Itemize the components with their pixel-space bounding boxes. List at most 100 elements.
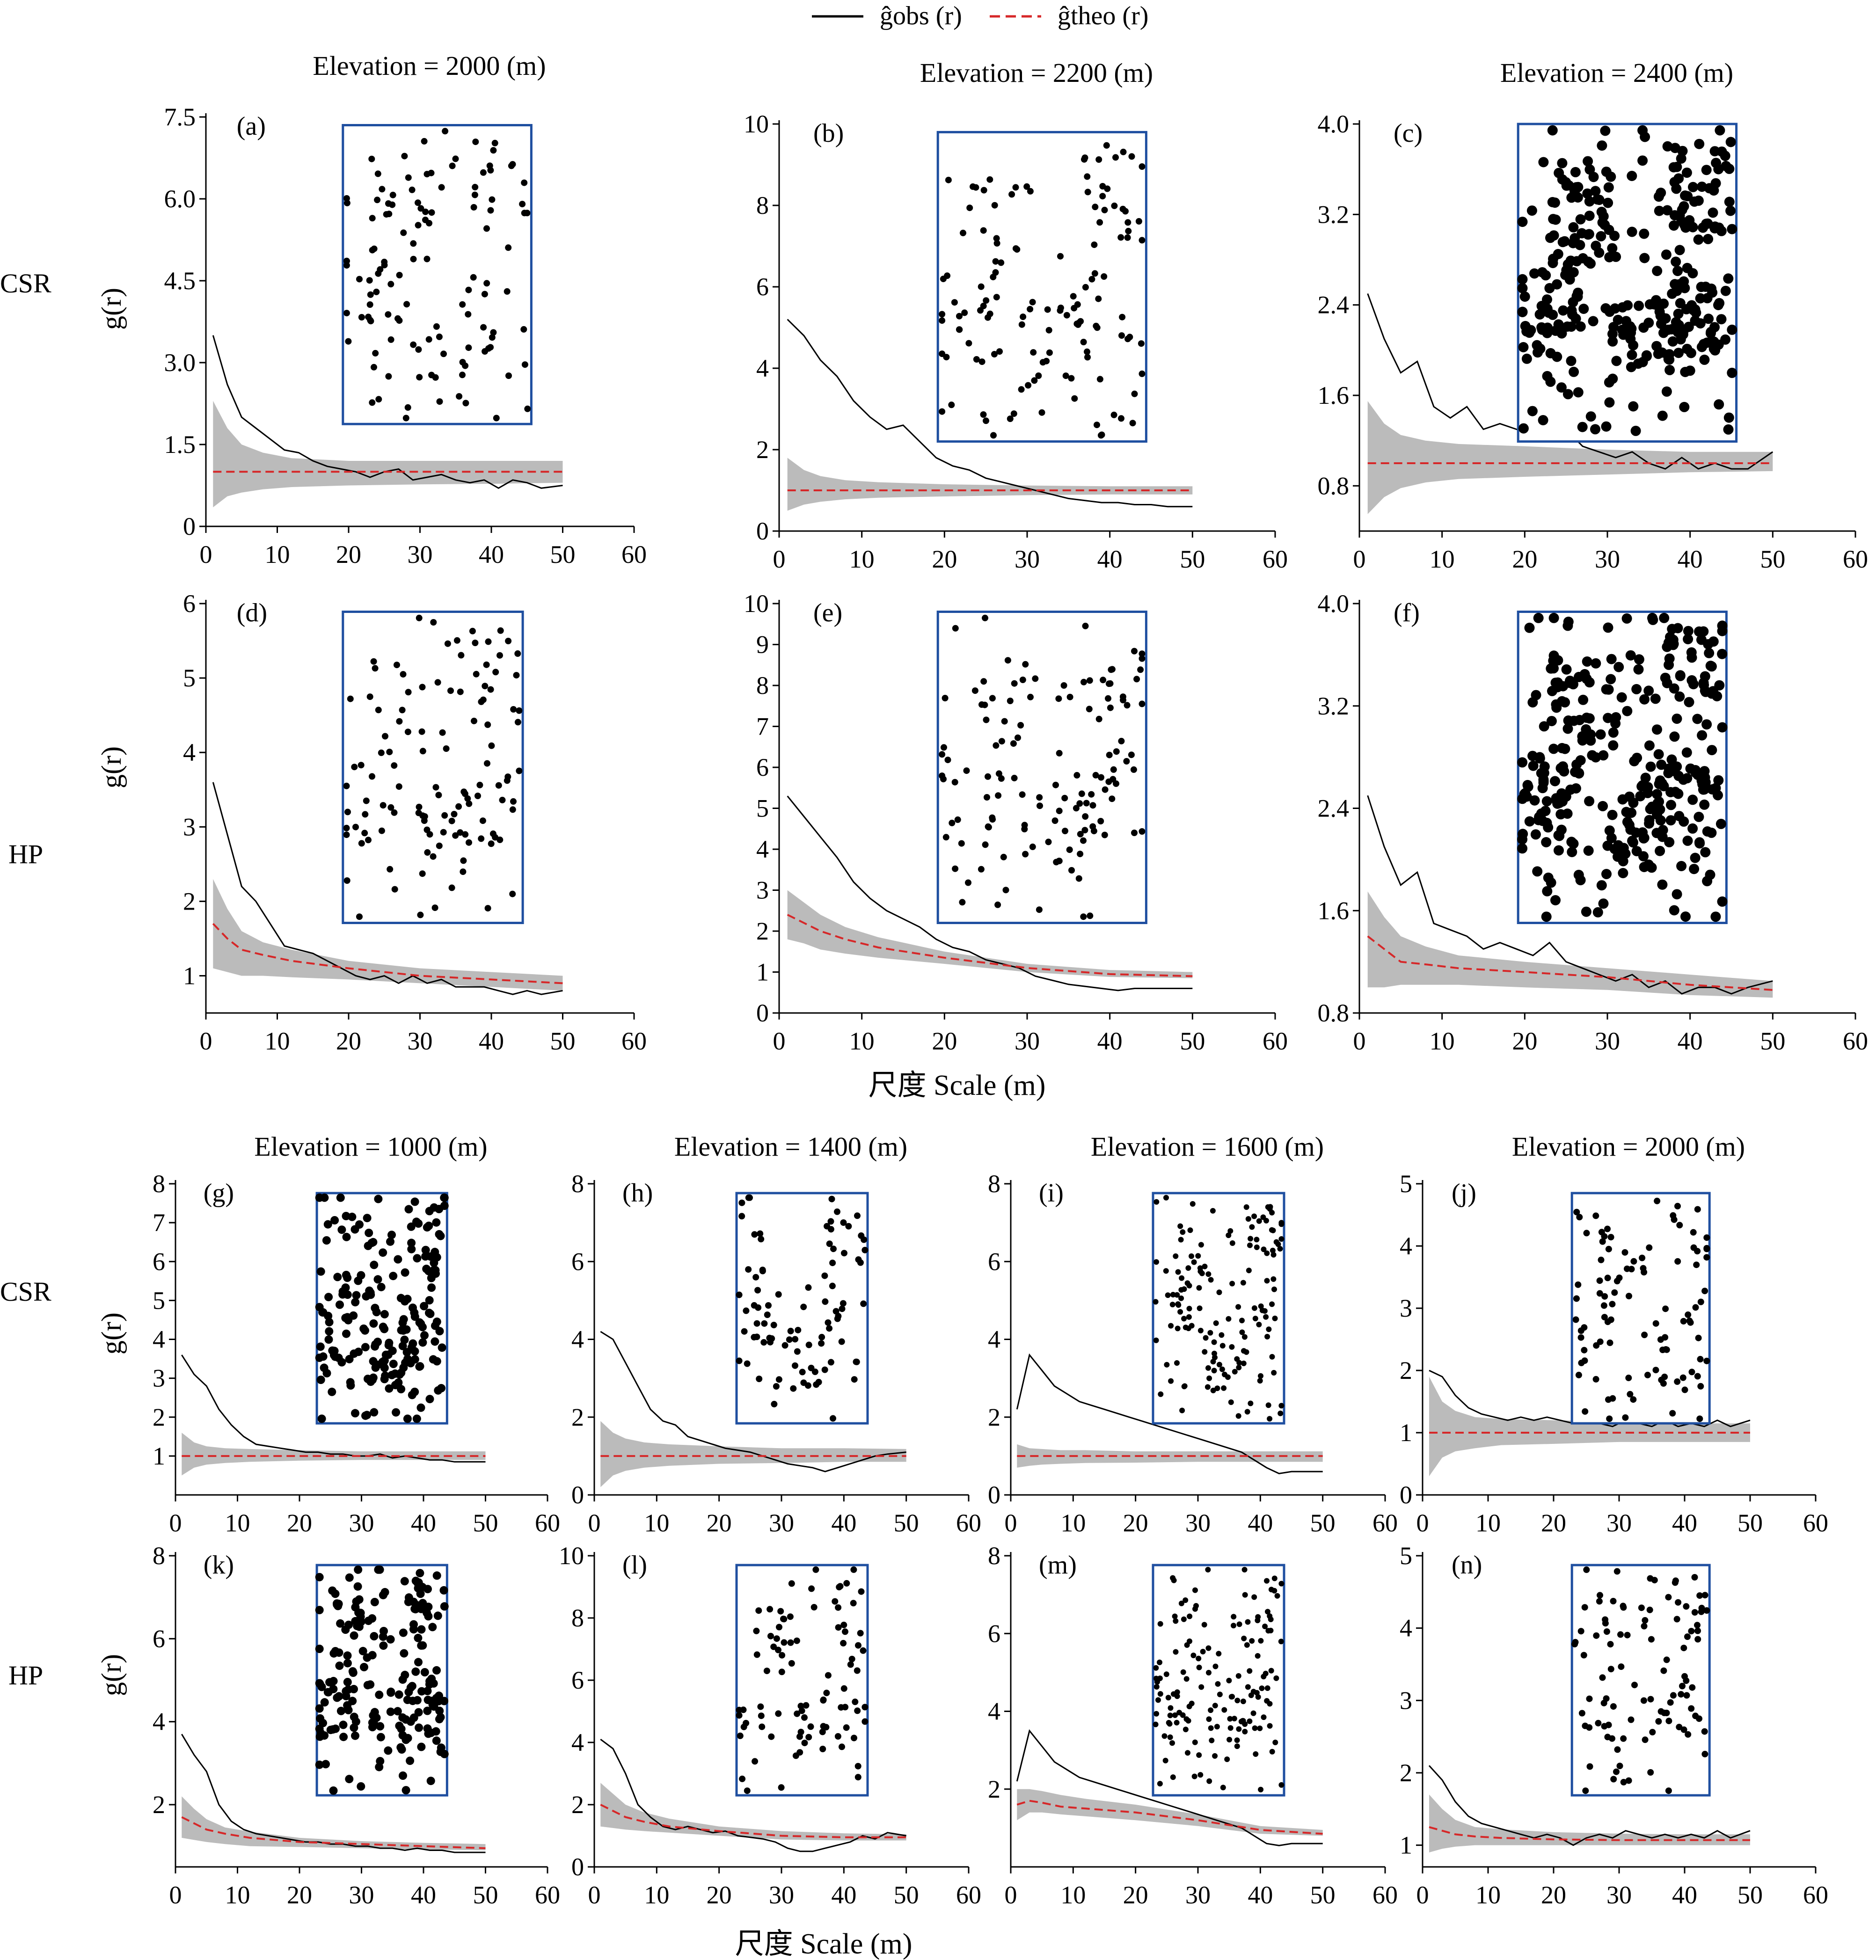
tree-point	[395, 1721, 404, 1730]
tree-point	[840, 1685, 847, 1692]
tree-point	[1118, 332, 1125, 339]
tree-point	[514, 650, 521, 657]
tree-point	[858, 1232, 865, 1239]
tree-point	[1580, 1652, 1587, 1659]
tree-point	[1582, 1787, 1589, 1794]
tree-point	[797, 1728, 804, 1735]
tree-point	[737, 1732, 744, 1739]
y-tick-label: 8	[988, 1170, 1000, 1198]
tree-point	[484, 905, 491, 912]
tree-point	[1604, 1734, 1611, 1741]
tree-point	[514, 719, 521, 726]
tree-point	[423, 1706, 432, 1715]
tree-point	[1175, 1269, 1181, 1275]
tree-point	[775, 1710, 782, 1717]
tree-point	[1077, 831, 1084, 838]
tree-point	[1607, 336, 1618, 347]
tree-point	[800, 1304, 807, 1311]
tree-point	[352, 823, 359, 831]
tree-point	[1657, 825, 1668, 836]
tree-point	[978, 866, 985, 873]
tree-point	[1153, 1199, 1160, 1205]
tree-point	[1576, 1214, 1583, 1221]
tree-point	[474, 793, 481, 799]
tree-point	[1270, 1252, 1277, 1258]
tree-point	[425, 1296, 434, 1304]
tree-point	[1258, 1638, 1264, 1644]
tree-point	[1270, 1247, 1276, 1253]
tree-point	[1269, 1301, 1275, 1307]
tree-point	[508, 162, 515, 169]
tree-point	[1690, 1229, 1697, 1236]
tree-point	[1097, 432, 1104, 439]
tree-point	[387, 1231, 396, 1239]
tree-point	[973, 356, 980, 363]
tree-point	[843, 1580, 850, 1587]
tree-point	[416, 1403, 425, 1412]
x-tick-label: 10	[849, 545, 875, 573]
tree-point	[1123, 758, 1130, 765]
tree-point	[966, 204, 973, 211]
tree-point	[505, 638, 512, 644]
tree-point	[343, 1273, 352, 1282]
tree-point	[980, 227, 987, 234]
tree-point	[940, 276, 947, 283]
tree-point	[1091, 270, 1098, 277]
tree-point	[998, 738, 1005, 745]
tree-point	[1577, 1628, 1584, 1635]
tree-point	[1263, 1217, 1269, 1224]
tree-point	[1249, 1224, 1255, 1230]
tree-point	[939, 408, 946, 415]
tree-point	[1572, 1316, 1579, 1323]
x-tick-label: 50	[1180, 545, 1205, 573]
tree-point	[342, 1329, 350, 1338]
tree-point	[1189, 1323, 1195, 1329]
tree-point	[781, 1639, 788, 1646]
tree-point	[505, 372, 512, 379]
tree-point	[1596, 1290, 1603, 1297]
tree-point	[1557, 324, 1568, 335]
tree-point	[826, 1325, 833, 1332]
tree-point	[386, 749, 393, 756]
tree-point	[471, 191, 478, 198]
tree-point	[1161, 1733, 1168, 1739]
tree-point	[417, 1604, 426, 1613]
tree-point	[492, 669, 499, 676]
tree-point	[1208, 1277, 1214, 1283]
x-tick-label: 0	[169, 1881, 182, 1909]
tree-point	[1082, 284, 1089, 291]
tree-point	[1662, 1305, 1669, 1312]
tree-point	[495, 782, 502, 789]
x-tick-label: 10	[265, 540, 290, 568]
tree-point	[1584, 196, 1595, 207]
tree-point	[397, 1745, 406, 1754]
tree-point	[1271, 1370, 1277, 1376]
tree-point	[839, 1300, 847, 1307]
tree-point	[482, 683, 489, 690]
tree-point	[1552, 351, 1562, 362]
tree-point	[370, 1598, 379, 1606]
point-pattern-inset	[1570, 1192, 1711, 1425]
tree-point	[1517, 843, 1528, 854]
x-tick-label: 50	[473, 1881, 498, 1909]
tree-point	[1692, 1304, 1699, 1311]
tree-point	[472, 183, 479, 190]
tree-point	[351, 1731, 359, 1740]
tree-point	[395, 783, 402, 790]
theoretical-line	[212, 923, 563, 984]
y-tick-label: 4	[756, 835, 769, 863]
tree-point	[1662, 350, 1673, 360]
tree-point	[432, 1736, 441, 1745]
tree-point	[386, 1635, 395, 1644]
tree-point	[1080, 678, 1087, 685]
tree-point	[1255, 1618, 1261, 1624]
tree-point	[1598, 1256, 1605, 1263]
tree-point	[342, 1692, 350, 1700]
tree-point	[1625, 1777, 1632, 1784]
tree-point	[1543, 872, 1554, 883]
tree-point	[1669, 683, 1679, 694]
tree-point	[839, 1743, 845, 1750]
tree-point	[329, 1684, 338, 1693]
tree-point	[460, 857, 467, 864]
tree-point	[430, 619, 437, 626]
